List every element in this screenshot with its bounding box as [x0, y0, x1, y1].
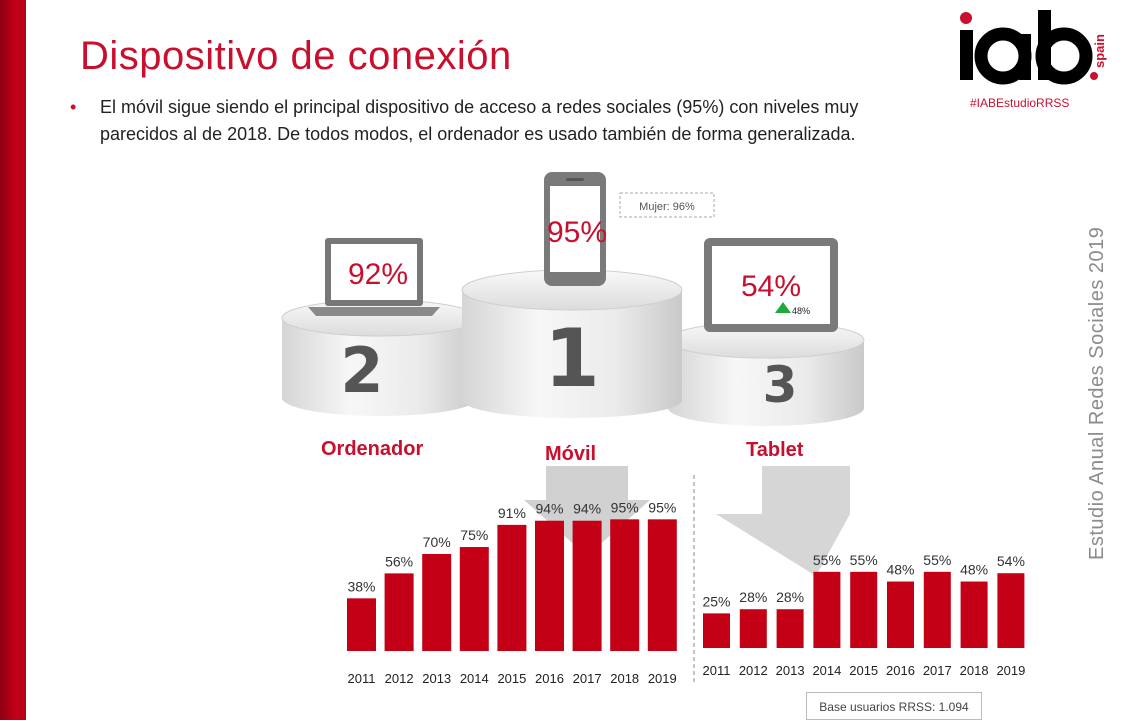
tick-label-tablet-2012: 2012: [739, 663, 768, 678]
data-label-tablet-2011: 25%: [702, 593, 730, 609]
chart-movil: 38% 2011 56% 2012 70% 2013 75% 2014 91% 2015 94% 20…: [347, 499, 677, 686]
bar-tablet-2016: [887, 581, 914, 648]
data-label-tablet-2016: 48%: [886, 562, 914, 578]
tablet-icon: [704, 238, 838, 332]
movil-value: 95%: [547, 216, 607, 249]
ordenador-value: 92%: [348, 258, 408, 291]
label-ordenador: Ordenador: [321, 438, 424, 460]
data-label-movil-2016: 94%: [535, 501, 563, 517]
base-box: Base usuarios RRSS: 1.094: [806, 692, 982, 720]
bar-tablet-2017: [923, 571, 951, 648]
bar-movil-2015: [497, 524, 527, 651]
podium-number-2: 2: [340, 334, 383, 407]
laptop-icon: [308, 238, 440, 316]
bar-movil-2017: [572, 520, 602, 651]
data-label-movil-2011: 38%: [347, 578, 375, 594]
tablet-prev-value: 48%: [792, 306, 810, 316]
bar-movil-2014: [459, 547, 489, 651]
data-label-movil-2012: 56%: [385, 553, 413, 569]
bar-tablet-2011: [703, 613, 730, 648]
mujer-note: Mujer: 96%: [639, 201, 695, 213]
podium-number-1: 1: [544, 312, 600, 405]
tick-label-tablet-2015: 2015: [849, 663, 878, 678]
tick-label-movil-2016: 2016: [535, 671, 564, 686]
bar-tablet-2015: [850, 571, 878, 648]
chart-tablet: 25% 2011 28% 2012 28% 2013 55% 2014 55% 2015 48% 20…: [702, 552, 1025, 678]
data-label-tablet-2017: 55%: [923, 552, 951, 568]
tick-label-movil-2015: 2015: [497, 671, 526, 686]
data-label-movil-2013: 70%: [423, 534, 451, 550]
up-arrow-icon: [775, 302, 791, 313]
tick-label-tablet-2011: 2011: [703, 663, 731, 678]
tablet-arrow-icon: [716, 466, 850, 576]
tick-label-tablet-2019: 2019: [996, 663, 1025, 678]
bar-movil-2016: [535, 520, 564, 651]
tick-label-tablet-2013: 2013: [776, 663, 805, 678]
data-label-tablet-2014: 55%: [813, 552, 841, 568]
data-label-movil-2017: 94%: [573, 501, 601, 517]
data-label-tablet-2015: 55%: [850, 552, 878, 568]
bar-movil-2018: [610, 519, 640, 651]
data-label-tablet-2012: 28%: [739, 589, 767, 605]
tablet-value: 54%: [741, 270, 801, 303]
tick-label-movil-2014: 2014: [460, 671, 489, 686]
podium-second: 2: [281, 299, 479, 416]
data-label-tablet-2013: 28%: [776, 589, 804, 605]
movil-arrow-icon: [524, 466, 650, 556]
bullet-icon: •: [70, 97, 77, 117]
bar-tablet-2013: [776, 609, 804, 648]
podium-first: 1: [461, 269, 683, 418]
tick-label-tablet-2016: 2016: [886, 663, 915, 678]
left-accent-bar: [0, 0, 26, 720]
bar-movil-2012: [384, 573, 414, 651]
bullet-text: El móvil sigue siendo el principal dispo…: [100, 97, 859, 144]
smartphone-icon: [544, 172, 606, 286]
podium-number-3: 3: [763, 356, 798, 414]
bar-tablet-2014: [813, 571, 841, 648]
tick-label-tablet-2017: 2017: [923, 663, 952, 678]
label-movil: Móvil: [545, 443, 597, 465]
tick-label-tablet-2014: 2014: [812, 663, 841, 678]
page-title: Dispositivo de conexión: [80, 34, 512, 78]
svg-text:spain: spain: [1092, 34, 1107, 68]
bullet-paragraph: • El móvil sigue siendo el principal dis…: [70, 94, 930, 148]
tick-label-tablet-2018: 2018: [960, 663, 989, 678]
tick-label-movil-2013: 2013: [422, 671, 451, 686]
bar-movil-2013: [422, 553, 452, 651]
tick-label-movil-2011: 2011: [348, 671, 376, 686]
data-label-movil-2014: 75%: [460, 527, 488, 543]
data-label-movil-2018: 95%: [611, 499, 639, 515]
data-label-tablet-2018: 48%: [960, 562, 988, 578]
tick-label-movil-2012: 2012: [385, 671, 414, 686]
mujer-note-box: [619, 192, 715, 218]
data-label-movil-2015: 91%: [498, 505, 526, 521]
data-label-movil-2019: 95%: [648, 499, 676, 515]
bar-movil-2011: [347, 598, 376, 651]
tick-label-movil-2017: 2017: [573, 671, 602, 686]
tick-label-movil-2019: 2019: [648, 671, 677, 686]
label-tablet: Tablet: [746, 439, 804, 461]
bar-tablet-2018: [960, 581, 988, 648]
bar-tablet-2012: [739, 609, 767, 648]
bar-tablet-2019: [997, 573, 1025, 648]
bar-movil-2019: [647, 519, 677, 651]
hashtag: #IABEstudioRRSS: [970, 96, 1070, 110]
podium-third: 3: [667, 321, 865, 426]
data-label-tablet-2019: 54%: [997, 553, 1025, 569]
iab-spain-logo: spain: [960, 10, 1107, 85]
tick-label-movil-2018: 2018: [610, 671, 639, 686]
